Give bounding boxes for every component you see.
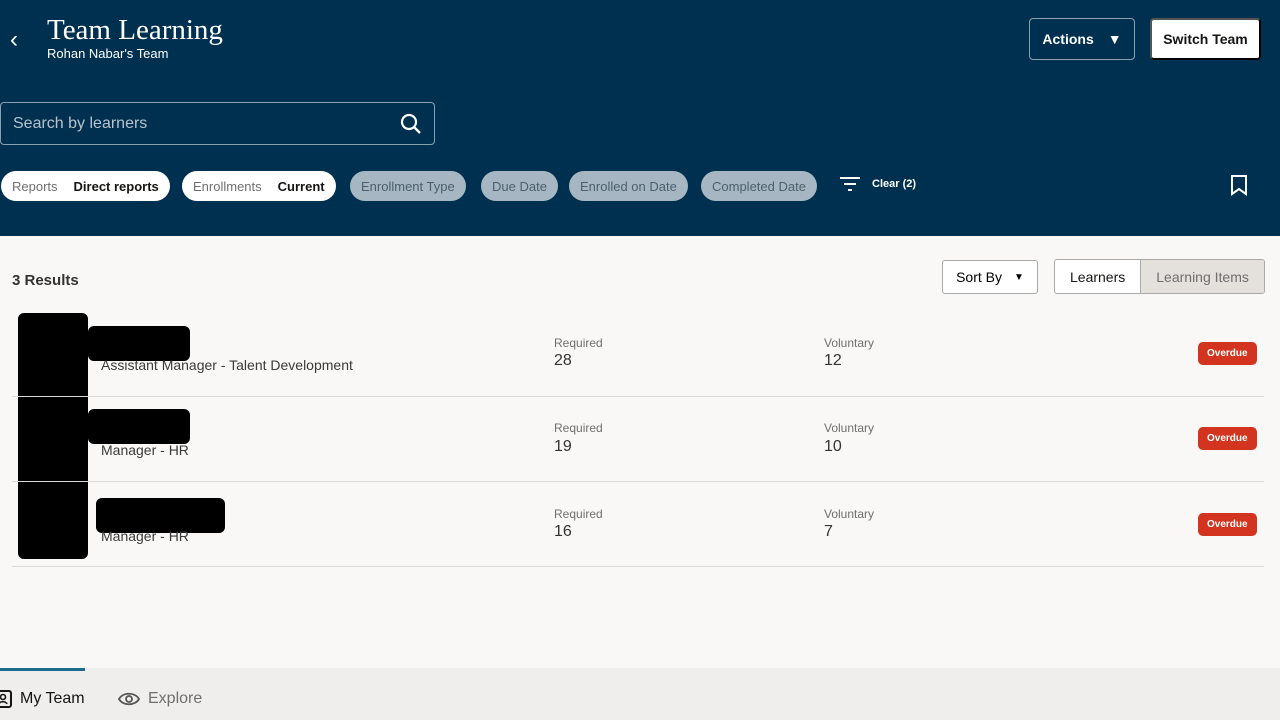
enrolled-on-date-filter[interactable]: Enrolled on Date [569,171,688,201]
chip-value: Direct reports [73,178,159,194]
actions-button[interactable]: Actions ▼ [1029,18,1135,60]
voluntary-label: Voluntary [824,421,875,435]
view-toggle: Learners Learning Items [1054,259,1265,294]
search-box [0,102,435,145]
status-badge: Overdue [1198,342,1257,365]
actions-label: Actions [1042,31,1094,47]
voluntary-count: 7 [824,523,833,540]
reports-filter-chip[interactable]: Reports Direct reports [1,171,170,201]
search-icon[interactable] [400,113,422,135]
learning-items-view-button[interactable]: Learning Items [1140,260,1264,293]
eye-icon [118,692,140,706]
required-count: 16 [554,523,572,540]
enrollments-filter-chip[interactable]: Enrollments Current [182,171,336,201]
chip-value: Current [277,178,325,194]
redacted-name [96,498,225,533]
caret-down-icon: ▼ [1107,31,1122,47]
search-input[interactable] [13,114,400,133]
required-count: 19 [554,438,572,455]
chip-label: Reports [12,178,58,194]
sort-by-button[interactable]: Sort By ▼ [942,260,1038,294]
required-count: 28 [554,352,572,369]
learner-job: Assistant Manager - Talent Development [101,357,353,373]
tab-label: My Team [20,690,85,707]
voluntary-count: 10 [824,438,842,455]
tab-my-team[interactable]: My Team [0,690,85,708]
clear-filters-button[interactable]: Clear (2) [840,176,916,192]
filter-icon [840,177,860,191]
learner-row[interactable]: Manager - HR Required 19 Voluntary 10 Ov… [12,397,1264,482]
required-label: Required [554,507,603,521]
voluntary-count: 12 [824,352,842,369]
required-label: Required [554,421,603,435]
learner-row[interactable]: Assistant Manager - Talent Development R… [12,312,1264,397]
voluntary-label: Voluntary [824,507,875,521]
enrollment-type-filter[interactable]: Enrollment Type [350,171,466,201]
switch-team-button[interactable]: Switch Team [1150,18,1261,60]
learner-job: Manager - HR [101,528,189,544]
back-chevron-icon[interactable]: ‹ [10,26,18,53]
learner-job: Manager - HR [101,442,189,458]
redacted-name [88,409,190,444]
bookmark-icon[interactable] [1230,175,1248,196]
redacted-name [88,326,190,361]
status-badge: Overdue [1198,513,1257,536]
redacted-avatars [18,313,88,559]
required-label: Required [554,336,603,350]
active-tab-indicator [0,668,85,671]
clear-label: Clear (2) [872,178,917,190]
tab-label: Explore [148,690,203,707]
tab-explore[interactable]: Explore [118,690,202,708]
voluntary-label: Voluntary [824,336,875,350]
learners-view-button[interactable]: Learners [1055,260,1141,293]
bottom-nav: My Team Explore [0,668,1280,720]
page-header: ‹ Team Learning Rohan Nabar's Team Actio… [0,0,1280,236]
completed-date-filter[interactable]: Completed Date [701,171,817,201]
chip-label: Enrollments [193,178,262,194]
due-date-filter[interactable]: Due Date [481,171,558,201]
team-icon [0,690,12,708]
status-badge: Overdue [1198,427,1257,450]
caret-down-icon: ▼ [1014,271,1024,283]
sort-label: Sort By [956,269,1002,285]
learner-row[interactable]: Manager - HR Required 16 Voluntary 7 Ove… [12,482,1264,567]
page-subtitle: Rohan Nabar's Team [47,46,169,61]
page-title: Team Learning [47,14,223,46]
results-count: 3 Results [12,272,79,289]
